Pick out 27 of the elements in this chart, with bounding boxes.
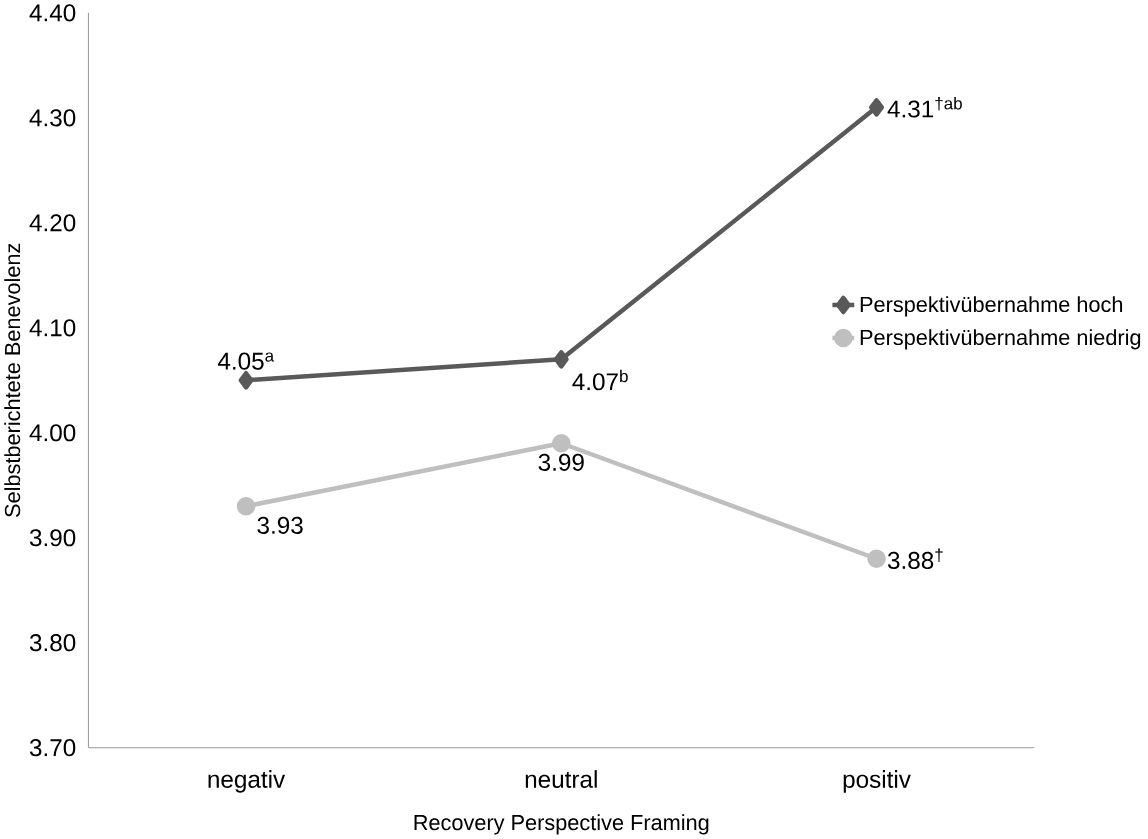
x-tick-label: negativ [208,770,286,793]
y-tick-label: 4.10 [29,319,76,337]
y-tick-label: 4.20 [29,214,76,232]
data-label: 3.93 [257,516,303,535]
data-label: 3.99 [538,453,584,472]
legend-label: Perspektivübernahme hoch [860,296,1123,317]
data-label: 3.88$^{†}$ [887,548,943,570]
data-label: 4.31$^{†ab}$ [887,97,962,118]
data-label: 4.07$^{b}$ [572,369,628,391]
point [553,350,569,369]
x-axis-title: Recovery Perspective Framing [414,814,709,835]
x-tick-label: positiv [843,770,911,793]
point [238,371,254,390]
y-tick-label: 3.90 [29,529,76,547]
y-tick-label: 4.00 [29,424,76,442]
legend-label: Perspektivübernahme niedrig [860,329,1141,350]
point [869,98,885,117]
point [552,434,571,453]
y-tick-label: 4.30 [29,109,76,127]
y-axis-title: Selbstberichtete Benevolenz [4,243,21,518]
y-tick-label: 4.40 [29,4,76,22]
point [867,549,886,569]
point [236,497,256,516]
y-tick-label: 3.80 [29,634,76,652]
y-tick-label: 3.70 [29,739,76,757]
data-label: 4.05$^{a}$ [217,352,275,370]
x-tick-label: neutral [525,770,597,789]
